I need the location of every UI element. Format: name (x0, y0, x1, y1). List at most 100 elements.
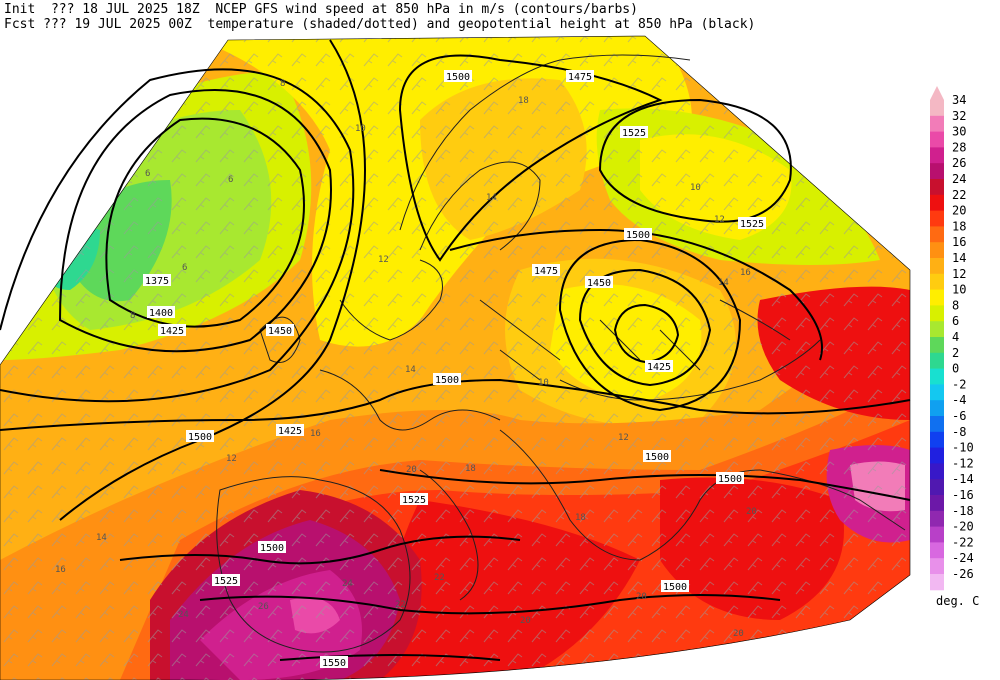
temp-label: 26 (258, 602, 269, 612)
temp-label: 16 (55, 565, 66, 575)
legend-label: 4 (952, 330, 959, 344)
temp-label: 8 (280, 79, 285, 89)
height-label: 1525 (402, 495, 426, 506)
temp-label: 6 (145, 169, 150, 179)
legend-label: 8 (952, 298, 959, 312)
temp-label: 6 (228, 175, 233, 185)
header-init-line: Init ??? 18 JUL 2025 18Z NCEP GFS wind s… (4, 2, 638, 17)
temp-label: 20 (636, 592, 647, 602)
legend-label: -18 (952, 504, 974, 518)
temperature-labels: 6 6 6 8 8 10 10 10 12 12 12 12 14 14 14 … (55, 79, 757, 639)
legend-label: -8 (952, 425, 966, 439)
legend-label: 22 (952, 188, 966, 202)
legend-swatch (930, 242, 944, 259)
legend-label: 16 (952, 235, 966, 249)
legend-swatch (930, 226, 944, 243)
legend-swatch (930, 210, 944, 227)
legend-swatch (930, 258, 944, 275)
legend-label: 0 (952, 362, 959, 376)
legend-swatch (930, 147, 944, 164)
legend-swatch (930, 526, 944, 543)
coastlines (216, 54, 906, 653)
height-label: 1525 (622, 128, 646, 139)
legend-label: -10 (952, 441, 974, 455)
legend-swatch (930, 400, 944, 417)
temp-label: 20 (746, 507, 757, 517)
height-label: 1425 (647, 362, 671, 373)
temp-label: 14 (96, 533, 107, 543)
temp-label: 10 (538, 378, 549, 388)
legend-swatch (930, 273, 944, 291)
legend-label: 26 (952, 156, 966, 170)
temp-label: 16 (740, 268, 751, 278)
legend-unit: deg. C (936, 594, 979, 608)
legend-swatch (930, 416, 944, 433)
legend-label: 28 (952, 140, 966, 154)
height-label: 1500 (188, 432, 212, 443)
legend-swatch (930, 194, 944, 212)
legend-swatch (930, 305, 944, 322)
legend-label: -20 (952, 520, 974, 534)
legend-label: -2 (952, 377, 966, 391)
temp-label: 24 (342, 579, 353, 589)
legend-swatch (930, 447, 944, 464)
color-legend: 3432302826242220181614121086420-2-4-6-8-… (930, 86, 974, 591)
legend-label: 30 (952, 125, 966, 139)
temp-label: 24 (178, 610, 189, 620)
legend-swatch (930, 463, 944, 480)
height-label: 1500 (645, 452, 669, 463)
temp-label: 20 (520, 616, 531, 626)
temp-label: 6 (182, 263, 187, 273)
temp-label: 12 (226, 454, 237, 464)
legend-label: 6 (952, 314, 959, 328)
height-label: 1525 (214, 576, 238, 587)
legend-label: -22 (952, 535, 974, 549)
legend-swatch (930, 510, 944, 528)
header-forecast-line: Fcst ??? 19 JUL 2025 00Z temperature (sh… (4, 17, 756, 32)
legend-swatch (930, 352, 944, 370)
height-label: 1475 (534, 266, 558, 277)
height-label: 1450 (587, 278, 611, 289)
legend-arrow-tip (930, 86, 944, 100)
map-frame (0, 35, 911, 680)
legend-label: 12 (952, 267, 966, 281)
legend-label: 32 (952, 109, 966, 123)
temp-label: 18 (518, 96, 529, 106)
legend-label: 2 (952, 346, 959, 360)
legend-label: -14 (952, 472, 974, 486)
legend-swatch (930, 384, 944, 401)
height-label: 1400 (149, 308, 173, 319)
legend-label: 14 (952, 251, 966, 265)
legend-swatch (930, 479, 944, 496)
legend-label: -6 (952, 409, 966, 423)
legend-swatch (930, 337, 944, 354)
legend-swatch (930, 574, 944, 591)
temp-label: 12 (714, 215, 725, 225)
height-label: 1500 (663, 582, 687, 593)
temp-label: 20 (406, 465, 417, 475)
temp-label: 14 (486, 193, 497, 203)
height-label: 1425 (160, 326, 184, 337)
legend-label: 10 (952, 283, 966, 297)
height-label: 1425 (278, 426, 302, 437)
legend-label: 34 (952, 93, 966, 107)
temp-label: 10 (690, 183, 701, 193)
height-label: 1375 (145, 276, 169, 287)
legend-swatch (930, 115, 944, 133)
legend-label: -16 (952, 488, 974, 502)
legend-label: -12 (952, 456, 974, 470)
temp-label: 8 (130, 311, 135, 321)
legend-swatch (930, 163, 944, 180)
legend-label: 20 (952, 204, 966, 218)
legend-swatch (930, 431, 944, 449)
legend-label: 18 (952, 219, 966, 233)
temp-label: 18 (575, 513, 586, 523)
height-labels: 1375 1400 1425 1450 1475 1475 1425 1450 … (143, 70, 766, 669)
temp-label: 22 (395, 600, 406, 610)
legend-swatch (930, 542, 944, 559)
height-label: 1500 (446, 72, 470, 83)
temp-label: 14 (718, 278, 729, 288)
height-label: 1550 (322, 658, 346, 669)
